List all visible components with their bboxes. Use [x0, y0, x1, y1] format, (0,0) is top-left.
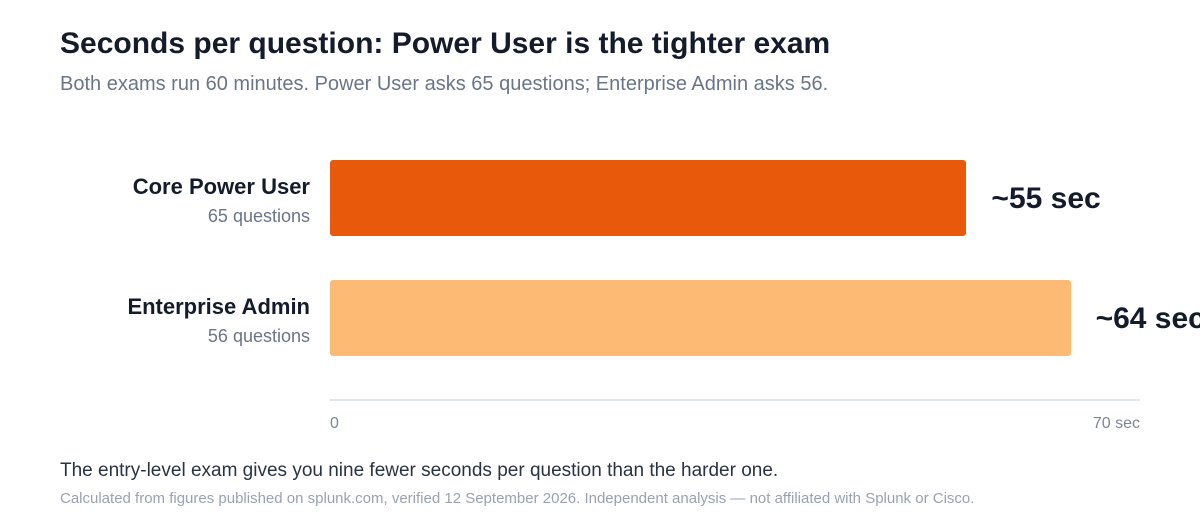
category-name: Core Power User	[132, 174, 310, 199]
category-subtitle: 65 questions	[207, 206, 310, 226]
bar-enterprise-admin	[330, 280, 1071, 356]
x-tick-label-min: 0	[330, 415, 339, 432]
chart-note: The entry-level exam gives you nine fewe…	[60, 460, 779, 481]
x-axis-line	[330, 399, 1140, 401]
category-label: Core Power User 65 questions	[133, 174, 310, 227]
bar-core-power-user	[330, 160, 967, 236]
bar-value-label: ~64 sec	[1095, 302, 1200, 335]
chart-title: Seconds per question: Power User is the …	[60, 27, 831, 60]
x-tick-label-max: 70 sec	[1092, 415, 1140, 432]
category-subtitle: 56 questions	[207, 326, 310, 346]
category-name: Enterprise Admin	[127, 294, 310, 319]
bar-value-label: ~55 sec	[991, 182, 1101, 215]
category-label: Enterprise Admin 56 questions	[127, 294, 310, 347]
source-footnote: Calculated from figures published on spl…	[60, 490, 975, 507]
chart-subtitle: Both exams run 60 minutes. Power User as…	[60, 73, 829, 95]
